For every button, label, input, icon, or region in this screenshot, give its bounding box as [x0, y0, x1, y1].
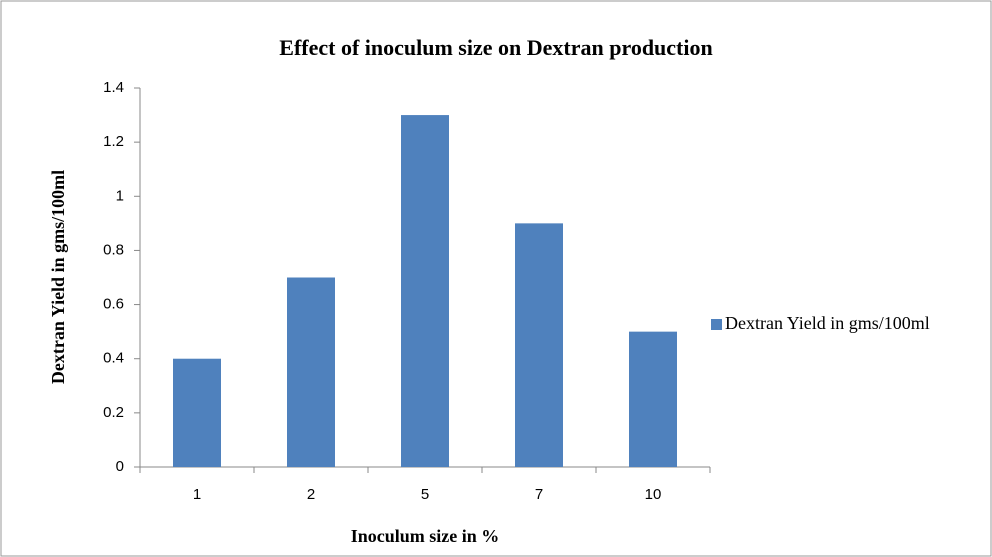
y-tick-label: 0.4	[103, 350, 124, 367]
y-tick-label: 1.4	[103, 79, 124, 96]
y-tick-label: 1.2	[103, 133, 124, 150]
y-tick-label: 1	[116, 187, 124, 204]
bar	[287, 277, 335, 467]
x-tick-label: 2	[307, 486, 315, 503]
x-tick-label: 10	[645, 486, 662, 503]
y-tick-label: 0.8	[103, 241, 124, 258]
x-axis-label: Inoculum size in %	[351, 526, 500, 546]
y-tick-label: 0.6	[103, 296, 124, 313]
bar	[515, 223, 563, 467]
bar	[629, 331, 677, 467]
legend-label: Dextran Yield in gms/100ml	[725, 313, 930, 333]
chart-title: Effect of inoculum size on Dextran produ…	[279, 35, 712, 60]
y-tick-label: 0.2	[103, 404, 124, 421]
bar	[173, 358, 221, 467]
bar	[401, 115, 449, 468]
x-tick-label: 1	[193, 486, 201, 503]
legend-swatch	[711, 319, 722, 330]
y-tick-label: 0	[116, 458, 124, 475]
x-tick-label: 5	[421, 486, 429, 503]
y-axis-label: Dextran Yield in gms/100ml	[48, 170, 68, 384]
x-tick-label: 7	[535, 486, 543, 503]
